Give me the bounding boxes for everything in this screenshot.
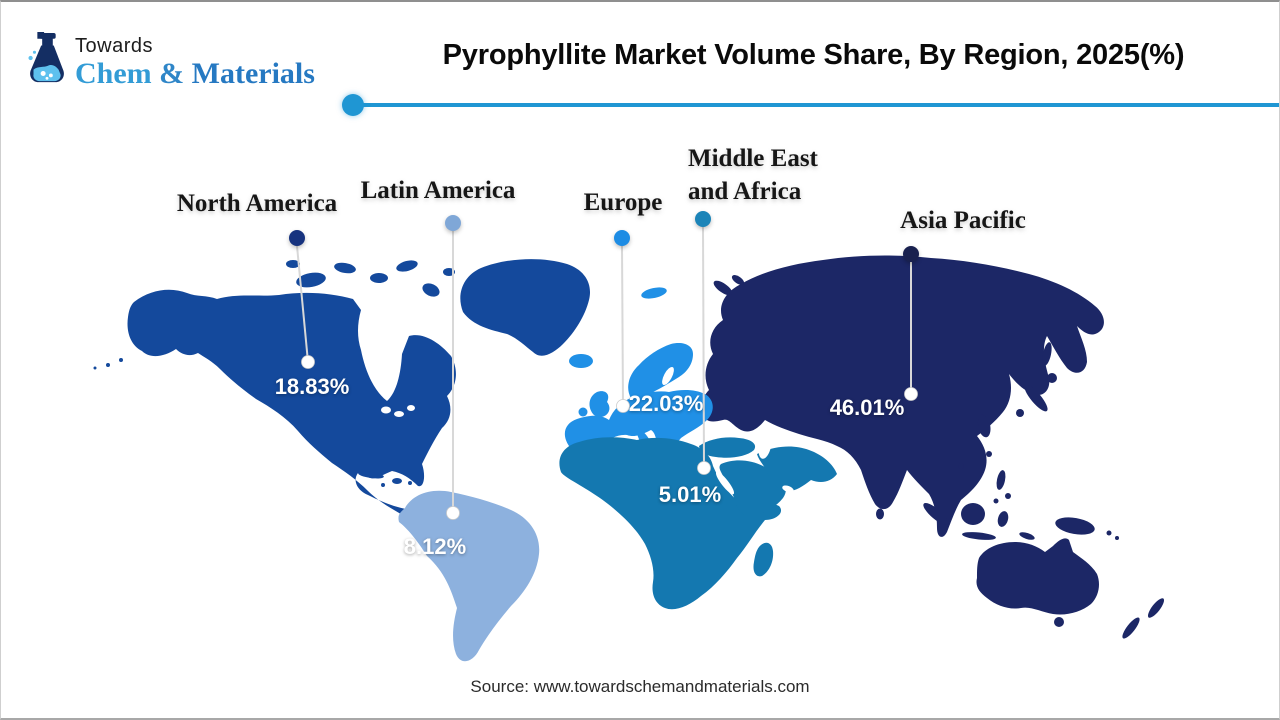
region-label-middle-east-africa: Middle East and Africa <box>688 142 818 208</box>
region-label-line1: Middle East <box>688 145 818 172</box>
brand-name: Chem & Materials <box>75 58 315 90</box>
region-value-europe: 22.03% <box>628 391 704 416</box>
leader-endpoint <box>904 387 918 401</box>
leader-endpoint <box>697 461 711 475</box>
brand-materials: Materials <box>191 57 315 90</box>
leader-line <box>296 245 309 363</box>
region-marker-dot[interactable] <box>695 211 711 227</box>
region-marker-dot[interactable] <box>445 215 461 231</box>
brand-amp: & <box>151 57 192 90</box>
map-region-middle-east-africa[interactable] <box>559 437 837 610</box>
leader-endpoint <box>616 399 630 413</box>
region-label-asia-pacific: Asia Pacific <box>900 207 1026 234</box>
region-label-europe: Europe <box>583 189 663 216</box>
leader-endpoints <box>301 355 918 520</box>
map-region-europe[interactable] <box>564 285 713 457</box>
sea-overlays <box>381 366 794 495</box>
region-label-north-america: North America <box>176 190 338 217</box>
flask-icon <box>28 32 64 83</box>
region-marker-dot[interactable] <box>614 230 630 246</box>
page-title: Pyrophyllite Market Volume Share, By Reg… <box>442 39 1185 71</box>
leader-line <box>702 226 705 469</box>
map-region-latin-america[interactable] <box>398 490 540 662</box>
region-marker-dot[interactable] <box>289 230 305 246</box>
source-note: Source: www.towardschemandmaterials.com <box>470 677 810 696</box>
divider-line <box>353 103 1279 107</box>
region-marker-dot[interactable] <box>903 246 919 262</box>
map-region-asia-pacific[interactable] <box>701 255 1167 641</box>
brand-towards: Towards <box>75 35 153 57</box>
region-label-latin-america: Latin America <box>360 177 516 204</box>
region-label-line2: and Africa <box>688 178 802 205</box>
leader-lines <box>296 226 912 513</box>
region-value-asia-pacific: 46.01% <box>829 395 905 420</box>
brand-chem: Chem <box>75 57 152 90</box>
map-region-north-america[interactable] <box>93 258 591 523</box>
leader-endpoint <box>446 506 460 520</box>
region-value-middle-east-africa: 5.01% <box>658 482 722 507</box>
leader-line <box>621 245 624 407</box>
brand-logo: Towards Chem & Materials <box>25 32 315 90</box>
leader-endpoint <box>301 355 315 369</box>
divider-dot <box>342 94 364 116</box>
region-value-north-america: 18.83% <box>274 374 350 399</box>
region-value-latin-america: 8.12% <box>403 534 467 559</box>
